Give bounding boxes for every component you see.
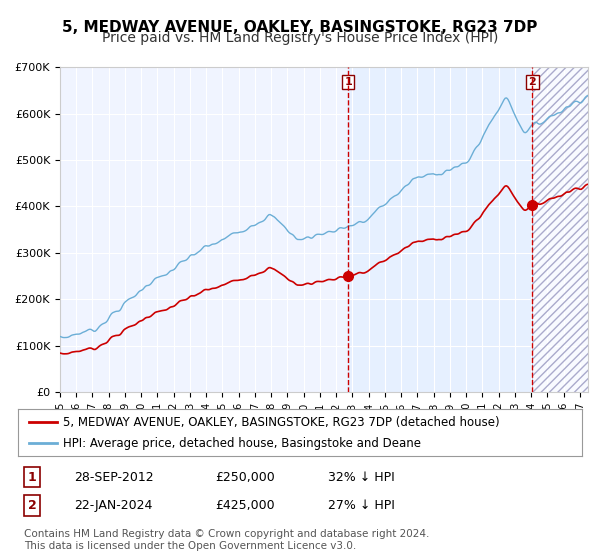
Text: Contains HM Land Registry data © Crown copyright and database right 2024.
This d: Contains HM Land Registry data © Crown c… [24, 529, 430, 551]
Bar [349, 67, 532, 392]
Text: £250,000: £250,000 [215, 471, 275, 484]
Text: 5, MEDWAY AVENUE, OAKLEY, BASINGSTOKE, RG23 7DP (detached house): 5, MEDWAY AVENUE, OAKLEY, BASINGSTOKE, R… [63, 416, 500, 428]
Text: 2: 2 [529, 77, 536, 87]
Text: £425,000: £425,000 [215, 499, 275, 512]
Text: 1: 1 [344, 77, 352, 87]
Text: 2: 2 [28, 499, 37, 512]
Text: 27% ↓ HPI: 27% ↓ HPI [328, 499, 395, 512]
Bar [532, 67, 588, 392]
Text: HPI: Average price, detached house, Basingstoke and Deane: HPI: Average price, detached house, Basi… [63, 437, 421, 450]
Text: 1: 1 [28, 471, 37, 484]
Text: 28-SEP-2012: 28-SEP-2012 [74, 471, 154, 484]
Text: 5, MEDWAY AVENUE, OAKLEY, BASINGSTOKE, RG23 7DP: 5, MEDWAY AVENUE, OAKLEY, BASINGSTOKE, R… [62, 20, 538, 35]
Text: 22-JAN-2024: 22-JAN-2024 [74, 499, 153, 512]
Text: Price paid vs. HM Land Registry's House Price Index (HPI): Price paid vs. HM Land Registry's House … [102, 31, 498, 45]
Text: 32% ↓ HPI: 32% ↓ HPI [328, 471, 395, 484]
